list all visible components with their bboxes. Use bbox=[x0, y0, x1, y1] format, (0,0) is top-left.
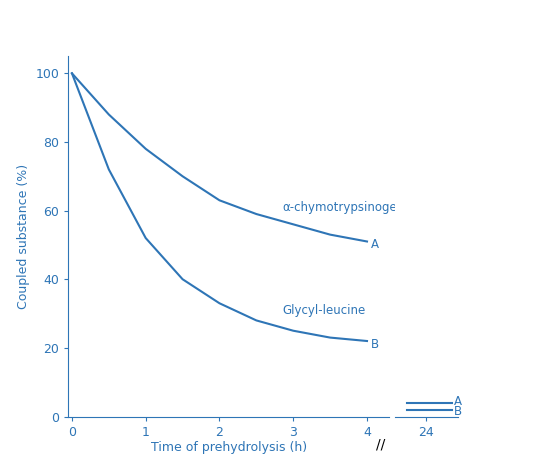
Text: α-chymotrypsinogen: α-chymotrypsinogen bbox=[282, 201, 405, 213]
Y-axis label: Coupled substance (%): Coupled substance (%) bbox=[17, 164, 30, 309]
Text: //: // bbox=[376, 437, 385, 451]
Text: Glycyl-leucine: Glycyl-leucine bbox=[282, 304, 365, 316]
X-axis label: Time of prehydrolysis (h): Time of prehydrolysis (h) bbox=[151, 441, 307, 454]
Text: A: A bbox=[371, 238, 379, 251]
Text: B: B bbox=[454, 405, 461, 418]
Text: A: A bbox=[454, 395, 461, 408]
Text: B: B bbox=[371, 338, 379, 351]
